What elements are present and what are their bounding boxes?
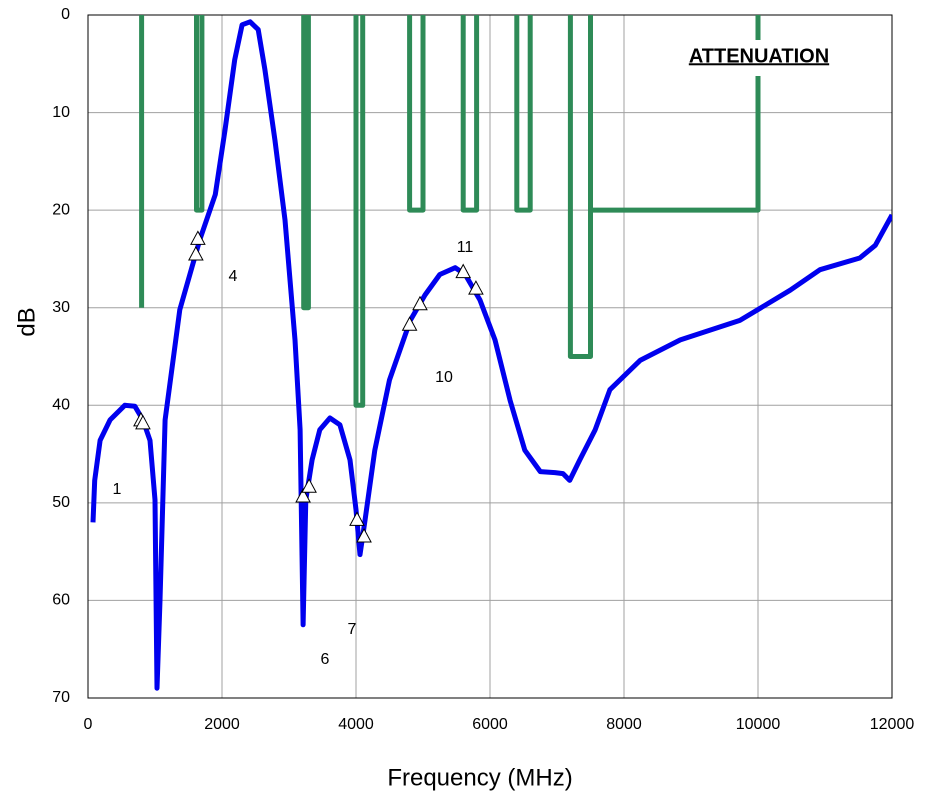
y-tick-label: 0	[61, 6, 70, 23]
annotation: 4	[229, 268, 238, 285]
annotation: 7	[348, 621, 357, 638]
y-tick-label: 70	[52, 689, 70, 706]
marker	[356, 527, 372, 543]
marker	[455, 263, 472, 279]
marker	[190, 230, 206, 245]
annotation: 1	[113, 481, 122, 498]
x-tick-label: 6000	[472, 716, 508, 733]
x-tick-label: 0	[84, 716, 93, 733]
annotation: 11	[457, 239, 474, 256]
marker	[135, 414, 151, 430]
y-tick-label: 20	[52, 201, 70, 218]
y-tick-label: 60	[52, 592, 70, 609]
chart-title: ATTENUATION	[689, 45, 829, 67]
marker	[301, 478, 317, 493]
annotation: 6	[321, 651, 330, 668]
plot-frame	[87, 14, 893, 699]
annotation: 10	[435, 369, 453, 386]
x-tick-label: 10000	[736, 716, 781, 733]
x-axis-label: Frequency (MHz)	[387, 764, 572, 791]
series-line	[139, 15, 761, 408]
marker	[468, 280, 484, 295]
x-tick-label: 8000	[606, 716, 642, 733]
y-tick-label: 10	[52, 104, 70, 121]
marker	[188, 245, 204, 261]
marker	[295, 487, 311, 503]
y-tick-label: 40	[52, 397, 70, 414]
y-tick-label: 50	[52, 494, 70, 511]
x-tick-label: 12000	[870, 716, 915, 733]
marker	[412, 295, 428, 311]
x-tick-label: 2000	[204, 716, 240, 733]
y-tick-label: 30	[52, 299, 70, 316]
marker	[349, 511, 365, 526]
x-tick-label: 4000	[338, 716, 374, 733]
series-line	[90, 19, 892, 691]
y-axis-label: dB	[13, 307, 40, 336]
marker	[401, 316, 418, 331]
title-bg	[648, 40, 870, 76]
